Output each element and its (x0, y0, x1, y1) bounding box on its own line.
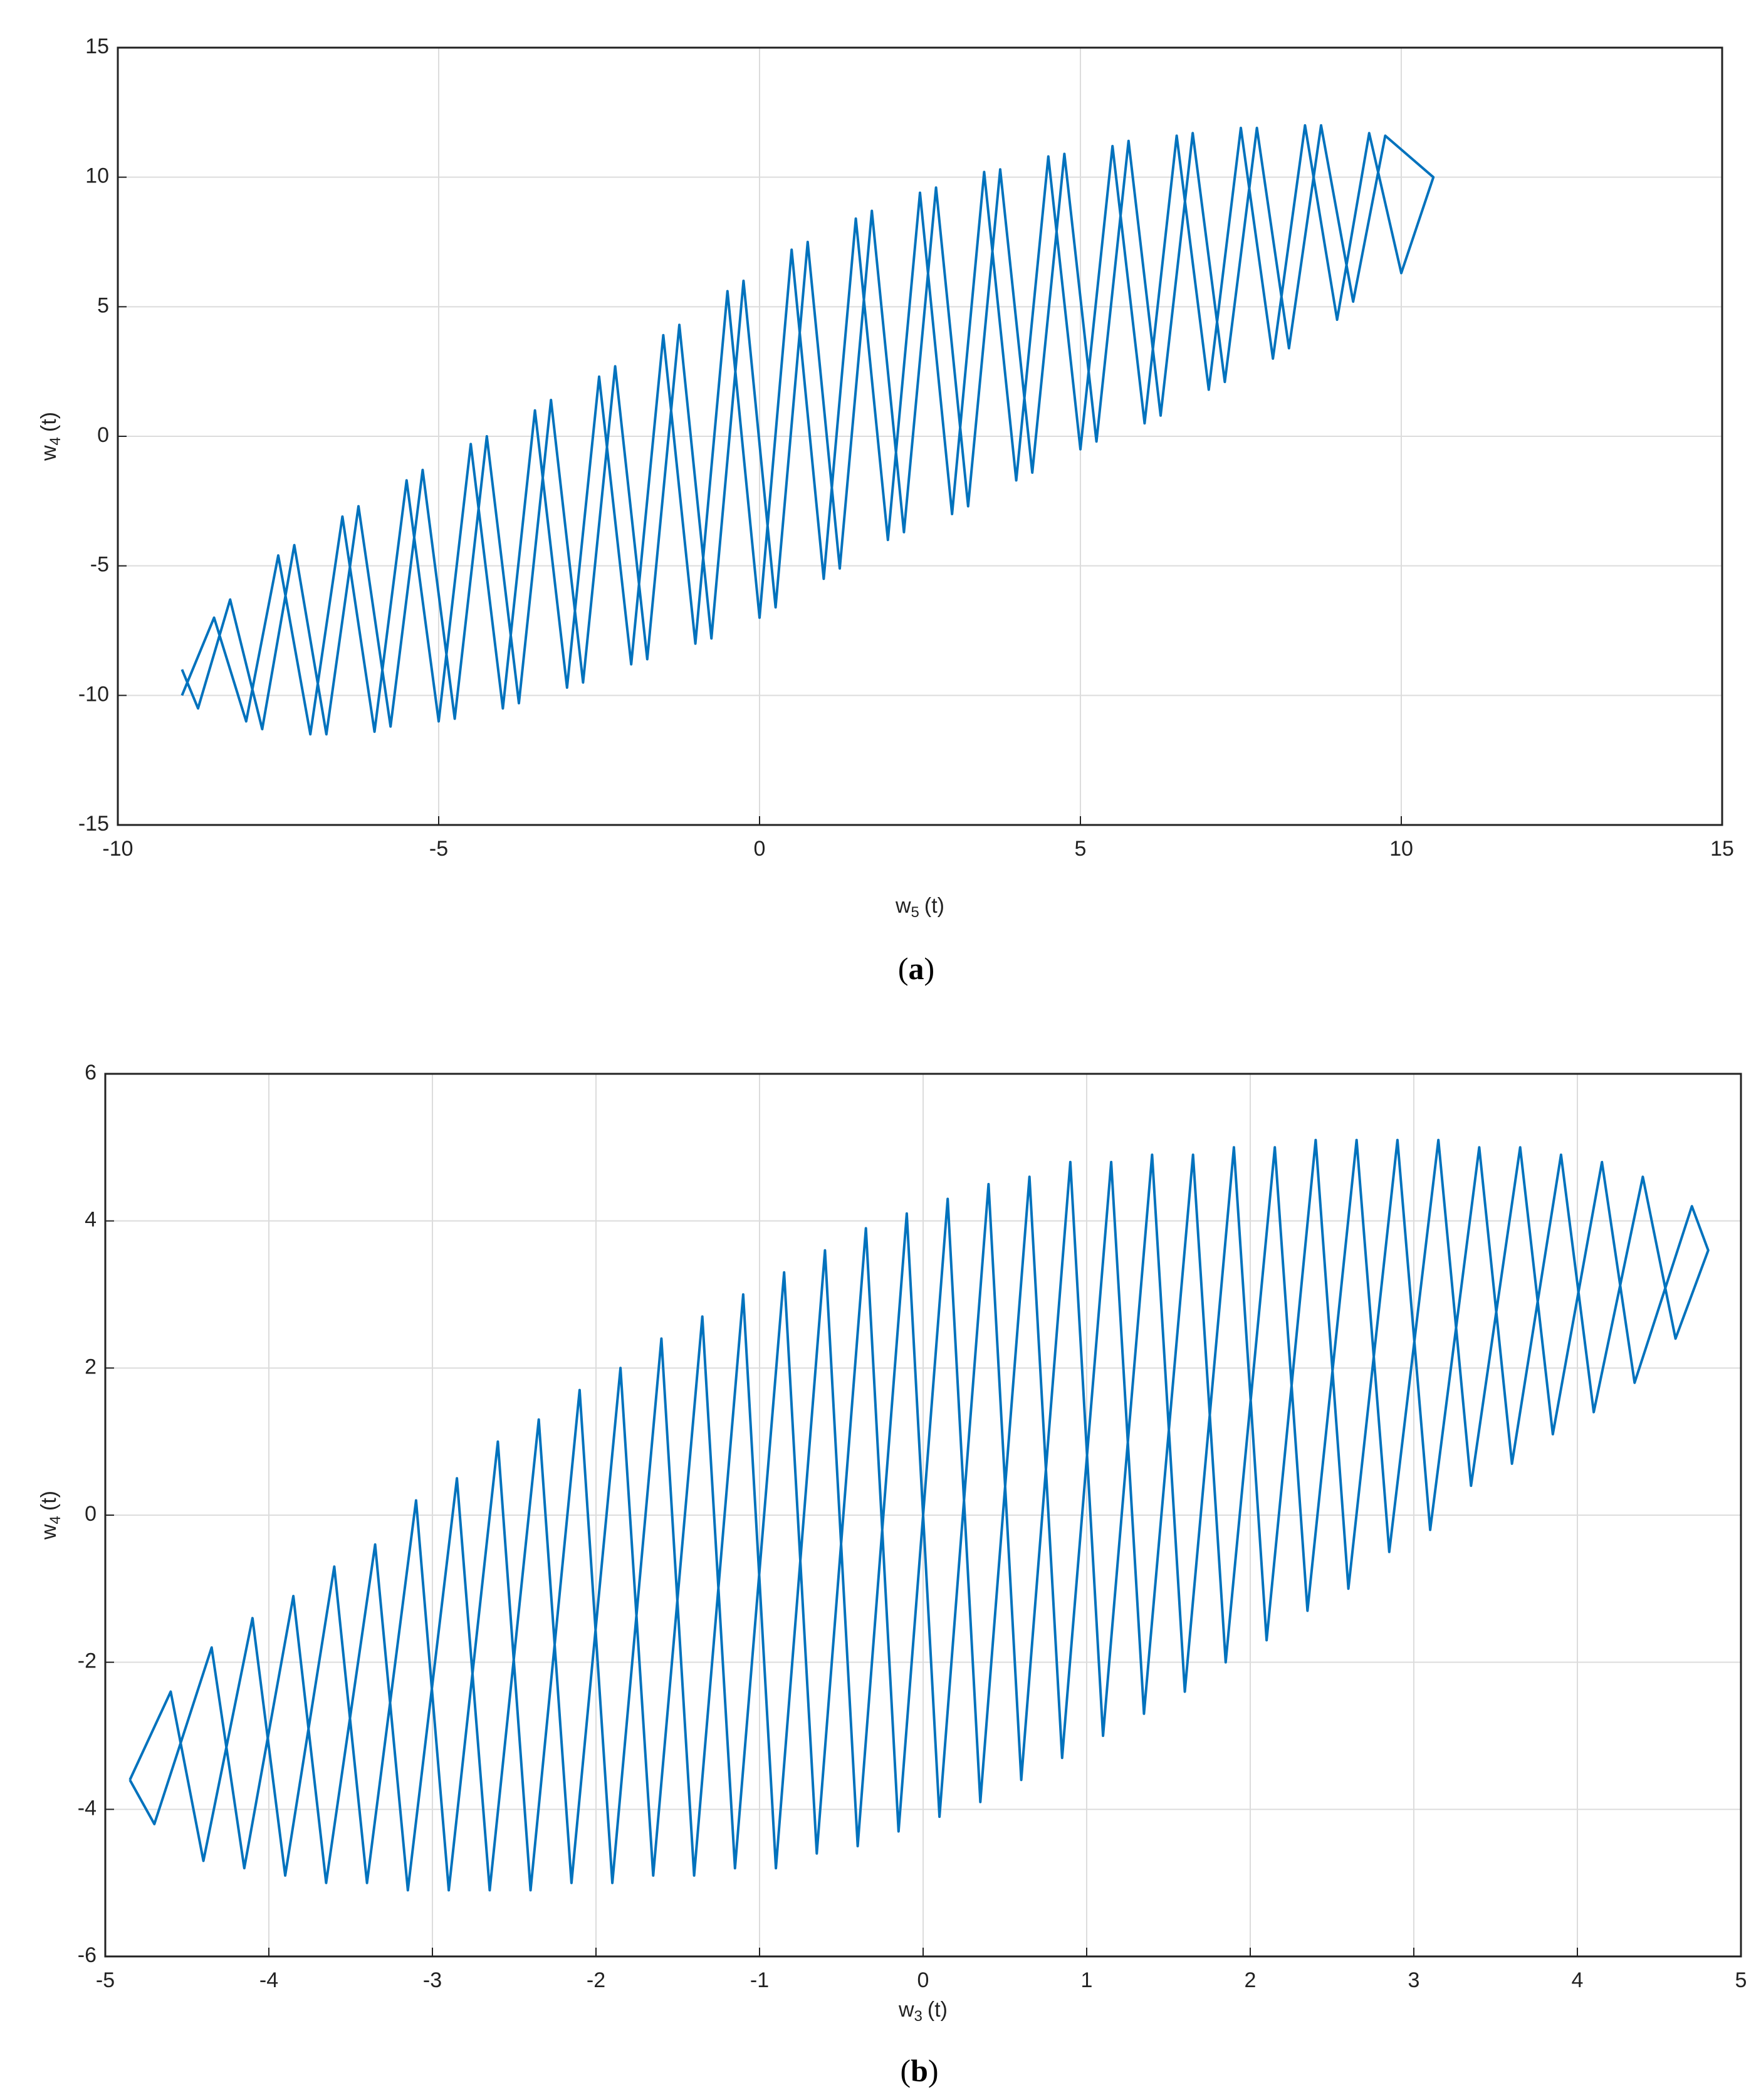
y-tick-label: 10 (85, 164, 109, 188)
y-tick-label: 5 (97, 293, 109, 317)
x-tick-label: -1 (750, 1968, 769, 1992)
x-tick-label: 2 (1245, 1968, 1257, 1992)
axis-label-main: w (37, 445, 61, 461)
x-tick-label: 4 (1572, 1968, 1584, 1992)
axis-label-main: w (37, 1524, 61, 1540)
y-tick-label: -15 (78, 812, 109, 836)
axis-label: w3 (t) (898, 1998, 948, 2025)
x-tick-label: 5 (1735, 1968, 1747, 1992)
x-tick-label: -5 (96, 1968, 115, 1992)
y-tick-label: 6 (85, 1061, 97, 1084)
axis-label-arg: (t) (37, 412, 61, 432)
caption-close: ) (928, 2053, 939, 2088)
axis-label: w4 (t) (37, 412, 64, 461)
caption: (a) (898, 951, 934, 986)
y-tick-label: -10 (78, 682, 109, 706)
x-tick-label: -10 (102, 837, 133, 861)
x-tick-label: -3 (423, 1968, 442, 1992)
axis-label: w4 (t) (37, 1491, 64, 1540)
x-tick-label: 0 (754, 837, 766, 861)
caption: (b) (900, 2053, 938, 2088)
plot-frame (117, 46, 1723, 826)
plot-frame (104, 1073, 1742, 1958)
axis-label-arg: (t) (924, 894, 944, 918)
caption-open: ( (898, 951, 909, 986)
trajectory (180, 124, 1435, 736)
y-tick-label: 15 (85, 34, 109, 58)
x-tick-label: 1 (1081, 1968, 1093, 1992)
y-tick-label: -2 (78, 1649, 97, 1673)
axis-label-main: w (898, 1998, 914, 2022)
axis-label-main: w (895, 894, 911, 918)
y-tick-label: 0 (85, 1502, 97, 1526)
caption-letter: b (911, 2053, 928, 2088)
y-tick-label: 4 (85, 1208, 97, 1232)
x-tick-label: -5 (429, 837, 448, 861)
x-tick-label: -4 (259, 1968, 278, 1992)
x-tick-label: 5 (1075, 837, 1087, 861)
y-tick-label: -4 (78, 1796, 97, 1820)
axis-label-sub: 5 (911, 904, 919, 921)
y-tick-label: 2 (85, 1355, 97, 1378)
y-tick-label: 0 (97, 423, 109, 447)
y-tick-label: -6 (78, 1943, 97, 1967)
x-tick-label: 3 (1408, 1968, 1420, 1992)
axis-label-sub: 3 (914, 2008, 922, 2025)
axis-label-arg: (t) (928, 1998, 948, 2022)
caption-close: ) (924, 951, 935, 986)
axis-label-arg: (t) (37, 1491, 61, 1511)
x-tick-label: -2 (587, 1968, 605, 1992)
trajectory (128, 1138, 1710, 1892)
x-tick-label: 0 (917, 1968, 929, 1992)
caption-letter: a (909, 951, 924, 986)
axis-label-sub: 4 (47, 437, 64, 445)
axis-label: w5 (t) (895, 894, 944, 921)
y-tick-label: -5 (90, 553, 109, 577)
x-tick-label: 15 (1710, 837, 1734, 861)
caption-open: ( (900, 2053, 911, 2088)
x-tick-label: 10 (1389, 837, 1413, 861)
axis-label-sub: 4 (47, 1516, 64, 1524)
